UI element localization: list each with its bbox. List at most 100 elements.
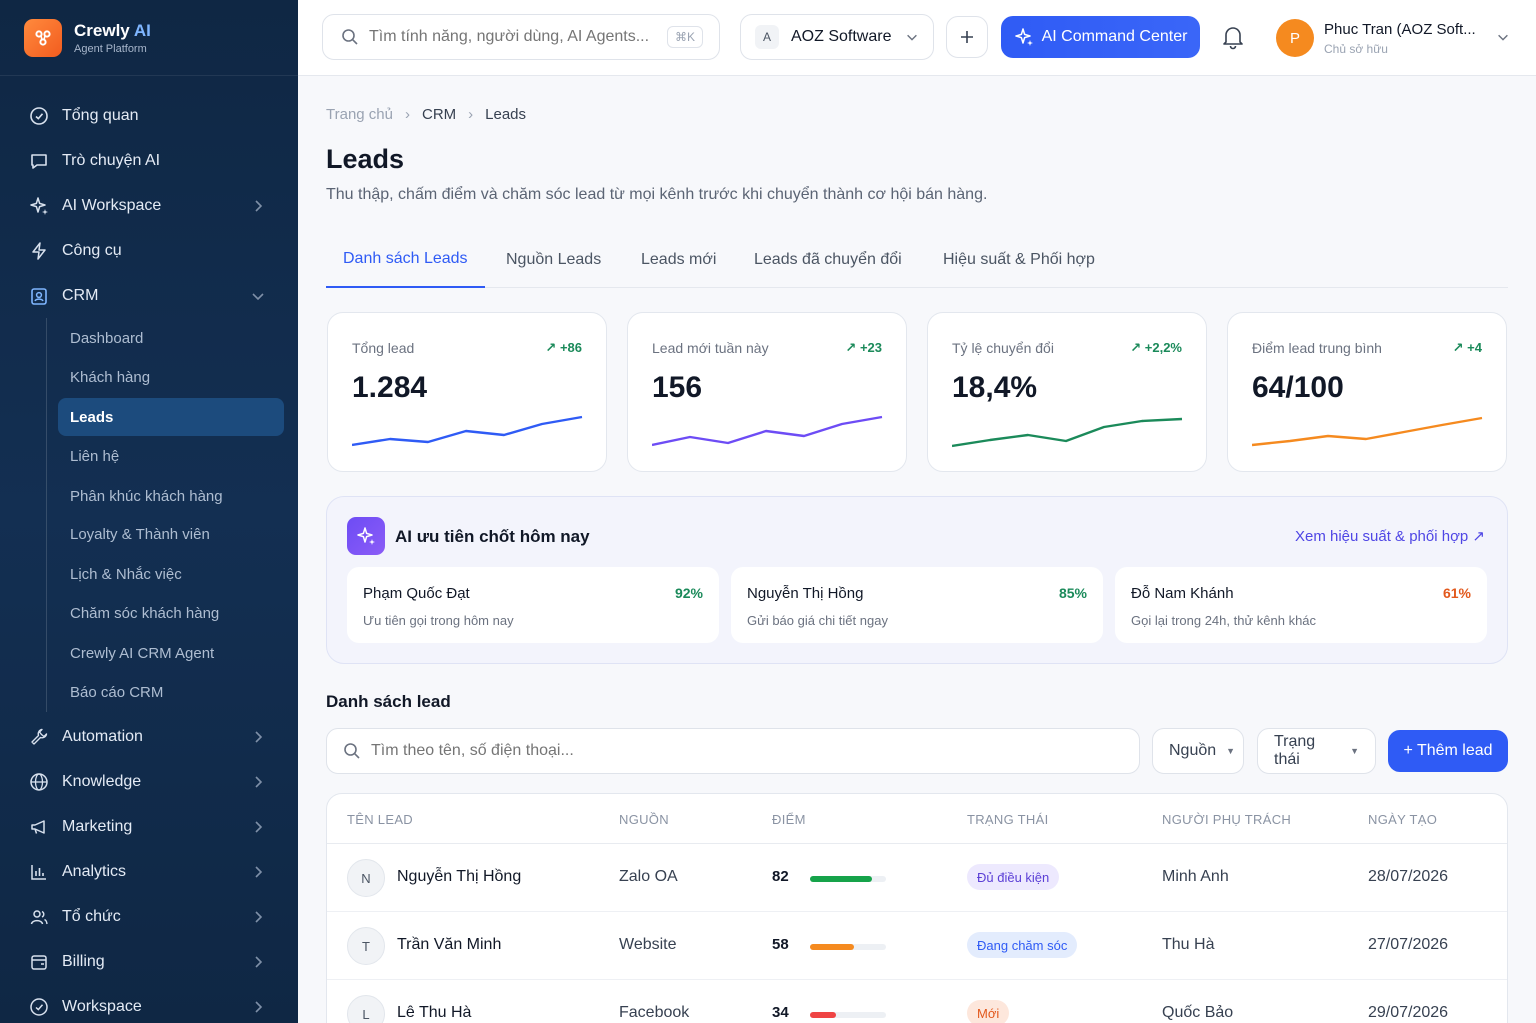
chevron-right-icon bbox=[255, 1001, 263, 1013]
crm-sub-cham-soc[interactable]: Chăm sóc khách hàng bbox=[70, 604, 220, 622]
crm-sub-lien-he[interactable]: Liên hệ bbox=[70, 447, 120, 465]
sparkle-icon bbox=[1014, 28, 1033, 46]
brand[interactable]: Crewly AI Agent Platform bbox=[0, 0, 298, 76]
lead-search[interactable] bbox=[326, 728, 1140, 774]
create-button[interactable] bbox=[946, 16, 988, 58]
breadcrumb: Trang chủ › CRM › Leads bbox=[326, 106, 526, 123]
ai-priority-card[interactable]: Đỗ Nam Khánh 61% Gọi lại trong 24h, thử … bbox=[1115, 567, 1487, 643]
sidebar-item-tro-chuyen-ai[interactable]: Trò chuyện AI bbox=[18, 141, 280, 181]
score-bar bbox=[810, 876, 886, 882]
sidebar-item-crm[interactable]: CRM bbox=[18, 276, 280, 316]
chevron-right-icon: › bbox=[404, 106, 410, 123]
sparkline bbox=[652, 415, 883, 447]
lead-name[interactable]: Trần Văn Minh bbox=[397, 936, 502, 953]
sparkle-icon bbox=[347, 517, 385, 555]
chat-icon bbox=[28, 150, 50, 172]
sidebar-item-knowledge[interactable]: Knowledge bbox=[18, 762, 280, 802]
org-switcher[interactable]: A AOZ Software bbox=[740, 14, 934, 60]
sparkline bbox=[352, 415, 583, 447]
crm-sub-khach-hang[interactable]: Khách hàng bbox=[70, 368, 151, 386]
avatar: L bbox=[347, 995, 385, 1023]
column-header-status[interactable]: TRẠNG THÁI bbox=[967, 812, 1049, 827]
sidebar-item-to-chuc[interactable]: Tổ chức bbox=[18, 897, 280, 937]
ai-command-center-button[interactable]: AI Command Center bbox=[1001, 16, 1200, 58]
crm-sub-dashboard[interactable]: Dashboard bbox=[70, 329, 144, 347]
stat-label: Tổng lead bbox=[352, 340, 415, 356]
lead-search-input[interactable] bbox=[371, 742, 971, 760]
ai-priority-card[interactable]: Nguyễn Thị Hồng 85% Gửi báo giá chi tiết… bbox=[731, 567, 1103, 643]
chevron-right-icon bbox=[255, 200, 263, 212]
tab-leads-chuyen-doi[interactable]: Leads đã chuyển đổi bbox=[754, 251, 902, 268]
column-header-score[interactable]: ĐIỂM bbox=[772, 812, 806, 827]
stat-card-avg-score[interactable]: Điểm lead trung bình ↗ +4 64/100 bbox=[1227, 312, 1507, 472]
sidebar-item-tong-quan[interactable]: Tổng quan bbox=[18, 96, 280, 136]
ai-priority-title: AI ưu tiên chốt hôm nay bbox=[395, 527, 590, 546]
sidebar-item-label: Knowledge bbox=[62, 773, 142, 790]
table-row[interactable]: T Trần Văn Minh Website 58 Đang chăm sóc… bbox=[327, 912, 1507, 980]
tab-nguon-leads[interactable]: Nguồn Leads bbox=[506, 251, 602, 268]
table-row[interactable]: N Nguyễn Thị Hồng Zalo OA 82 Đủ điều kiệ… bbox=[327, 844, 1507, 912]
crm-sub-loyalty[interactable]: Loyalty & Thành viên bbox=[70, 525, 210, 543]
global-search-input[interactable] bbox=[369, 28, 649, 46]
lead-score: 34 bbox=[772, 1004, 789, 1021]
ai-performance-link[interactable]: Xem hiệu suất & phối hợp ↗ bbox=[1294, 527, 1485, 546]
sidebar-item-label: CRM bbox=[62, 287, 99, 304]
notifications-button[interactable] bbox=[1220, 24, 1246, 55]
sidebar-item-label: Công cụ bbox=[62, 242, 122, 259]
column-header-name[interactable]: TÊN LEAD bbox=[347, 812, 413, 827]
tab-danh-sach-leads[interactable]: Danh sách Leads bbox=[326, 240, 485, 288]
sidebar-item-analytics[interactable]: Analytics bbox=[18, 852, 280, 892]
filter-status-dropdown[interactable]: Trạng thái ▼ bbox=[1257, 728, 1376, 774]
breadcrumb-home[interactable]: Trang chủ bbox=[326, 106, 393, 123]
sidebar: Crewly AI Agent Platform Tổng quan Trò c… bbox=[0, 0, 298, 1023]
crm-sub-leads[interactable]: Leads bbox=[58, 398, 284, 436]
crm-sub-agent[interactable]: Crewly AI CRM Agent bbox=[70, 644, 215, 662]
crm-sub-bao-cao[interactable]: Báo cáo CRM bbox=[70, 683, 164, 701]
stat-card-conversion[interactable]: Tỷ lệ chuyển đổi ↗ +2,2% 18,4% bbox=[927, 312, 1207, 472]
stat-card-total-leads[interactable]: Tổng lead ↗ +86 1.284 bbox=[327, 312, 607, 472]
stat-delta: ↗ +4 bbox=[1452, 340, 1482, 355]
sparkline bbox=[952, 417, 1183, 448]
filter-source-dropdown[interactable]: Nguồn ▼ bbox=[1152, 728, 1244, 774]
stat-card-new-leads[interactable]: Lead mới tuần này ↗ +23 156 bbox=[627, 312, 907, 472]
chart-icon bbox=[28, 861, 50, 883]
lead-source: Zalo OA bbox=[619, 868, 678, 885]
sidebar-item-ai-workspace[interactable]: AI Workspace bbox=[18, 186, 280, 226]
ai-card-percent: 92% bbox=[674, 585, 703, 601]
plus-icon bbox=[961, 31, 973, 43]
lead-owner: Quốc Bảo bbox=[1162, 1004, 1234, 1021]
lead-name[interactable]: Lê Thu Hà bbox=[397, 1004, 472, 1021]
crm-sub-phan-khuc[interactable]: Phân khúc khách hàng bbox=[70, 487, 223, 505]
ai-priority-panel: AI ưu tiên chốt hôm nay Xem hiệu suất & … bbox=[326, 496, 1508, 664]
sidebar-item-label: Automation bbox=[62, 728, 143, 745]
add-lead-button[interactable]: + Thêm lead bbox=[1388, 730, 1508, 772]
breadcrumb-current: Leads bbox=[485, 106, 527, 123]
sidebar-item-automation[interactable]: Automation bbox=[18, 717, 280, 757]
chevron-right-icon bbox=[255, 866, 263, 878]
wrench-icon bbox=[28, 726, 50, 748]
ai-command-center-label: AI Command Center bbox=[1041, 28, 1188, 45]
tab-leads-moi[interactable]: Leads mới bbox=[641, 251, 717, 268]
globe-icon bbox=[28, 771, 50, 793]
user-menu[interactable]: P Phuc Tran (AOZ Soft... Chủ sở hữu bbox=[1276, 14, 1516, 62]
sidebar-item-cong-cu[interactable]: Công cụ bbox=[18, 231, 280, 271]
table-row[interactable]: L Lê Thu Hà Facebook 34 Mới Quốc Bảo 29/… bbox=[327, 980, 1507, 1023]
column-header-source[interactable]: NGUỒN bbox=[619, 812, 669, 827]
sidebar-item-billing[interactable]: Billing bbox=[18, 942, 280, 982]
global-search[interactable]: ⌘K bbox=[322, 14, 720, 60]
tab-bar: Danh sách Leads Nguồn Leads Leads mới Le… bbox=[326, 240, 1508, 288]
column-header-owner[interactable]: NGƯỜI PHỤ TRÁCH bbox=[1162, 812, 1292, 827]
breadcrumb-crm[interactable]: CRM bbox=[421, 106, 457, 123]
crm-sub-lich[interactable]: Lịch & Nhắc việc bbox=[70, 565, 182, 583]
tab-hieu-suat[interactable]: Hiệu suất & Phối hợp bbox=[943, 251, 1095, 268]
ai-card-percent: 85% bbox=[1058, 585, 1087, 601]
score-bar bbox=[810, 1012, 886, 1018]
column-header-date[interactable]: NGÀY TẠO bbox=[1368, 812, 1438, 827]
sidebar-item-marketing[interactable]: Marketing bbox=[18, 807, 280, 847]
status-badge: Đủ điều kiện bbox=[967, 864, 1060, 890]
chevron-right-icon bbox=[255, 731, 263, 743]
lead-name[interactable]: Nguyễn Thị Hồng bbox=[397, 868, 522, 885]
ai-priority-card[interactable]: Phạm Quốc Đạt 92% Ưu tiên gọi trong hôm … bbox=[347, 567, 719, 643]
chevron-down-icon bbox=[907, 34, 917, 41]
sidebar-item-workspace[interactable]: Workspace bbox=[18, 987, 280, 1023]
